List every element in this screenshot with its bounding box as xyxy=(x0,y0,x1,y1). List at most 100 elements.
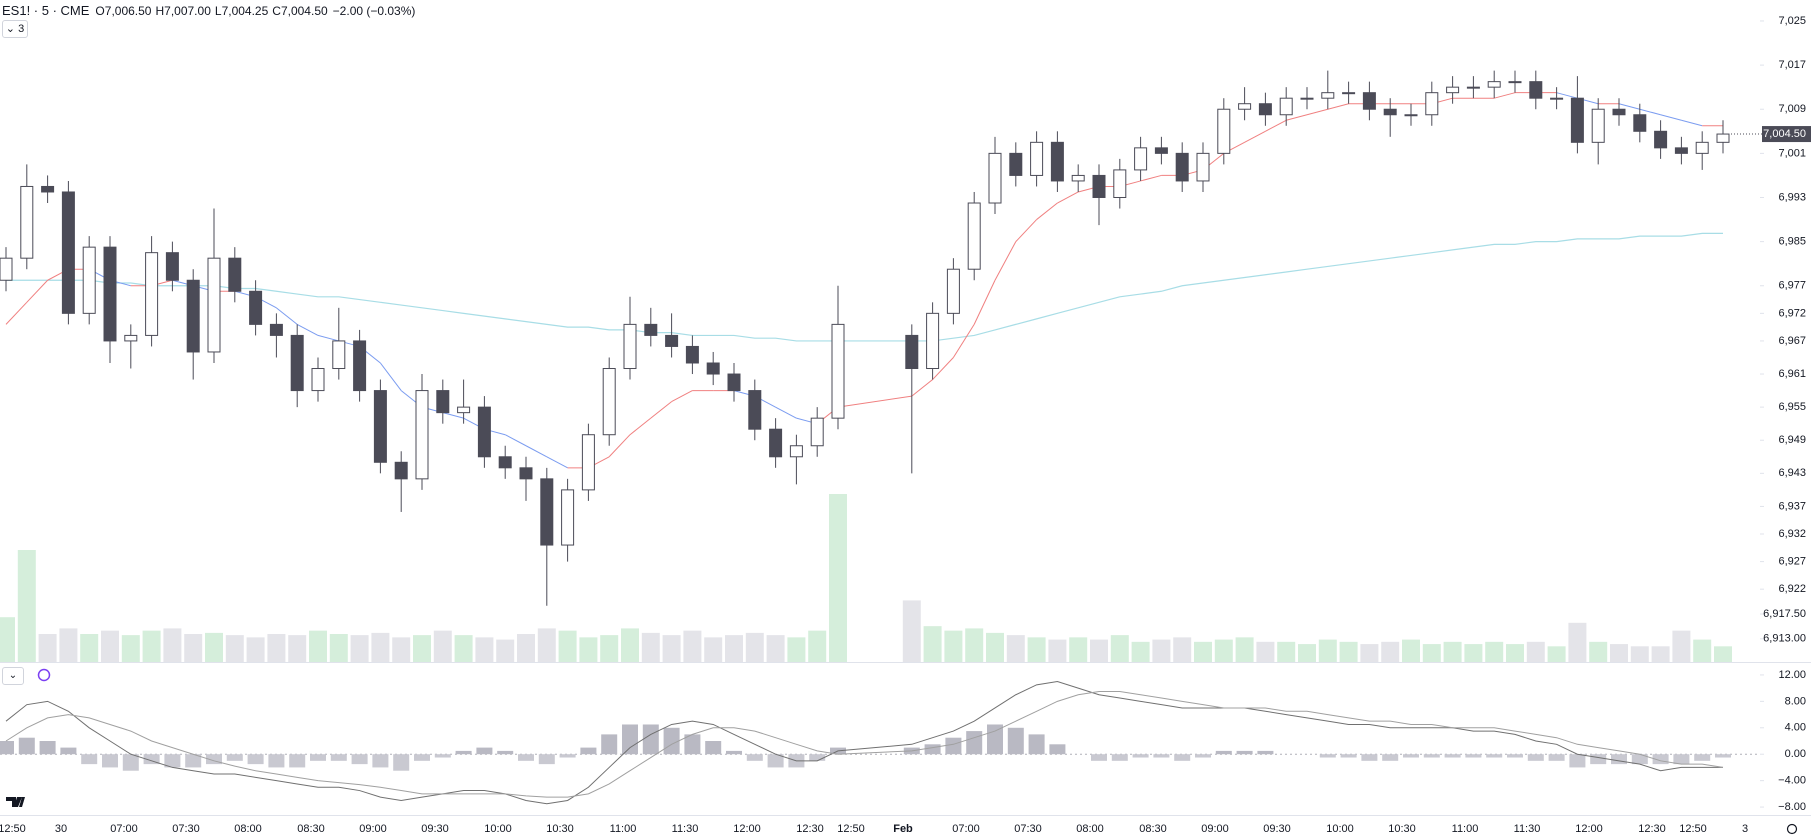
ma-fast-segment xyxy=(1639,108,1661,116)
volume-bar xyxy=(1526,641,1545,662)
symbol-title[interactable]: ES1! · 5 · CME xyxy=(2,3,90,18)
macd-histogram-bar xyxy=(1507,754,1523,758)
macd-histogram-bar xyxy=(1091,754,1107,761)
volume-bar xyxy=(121,635,140,662)
time-label: 12:00 xyxy=(1575,823,1603,835)
macd-histogram-bar xyxy=(1423,754,1440,758)
macd-histogram-bar xyxy=(226,754,243,761)
volume-bar xyxy=(413,635,431,662)
macd-histogram-bar xyxy=(434,754,451,758)
volume-bar xyxy=(1402,639,1420,662)
macd-histogram-bar xyxy=(414,754,430,761)
macd-histogram-bar xyxy=(0,741,14,755)
macd-histogram-bar xyxy=(1319,754,1336,758)
ma-fast-segment xyxy=(1618,103,1640,110)
candle-body xyxy=(623,323,637,370)
candle-body xyxy=(1154,147,1168,154)
volume-bar xyxy=(246,637,265,662)
candle-body xyxy=(988,152,1002,204)
volume-bar xyxy=(1152,639,1171,662)
ma-fast-segment xyxy=(1681,119,1703,127)
candle-body xyxy=(946,268,960,314)
ma-fast-segment xyxy=(1036,202,1058,220)
volume-bar xyxy=(1298,644,1316,662)
candle-body xyxy=(186,279,200,353)
candle-body xyxy=(1050,141,1064,182)
price-tick-label: 6,977 xyxy=(1778,280,1806,292)
macd-histogram-bar xyxy=(1694,754,1711,761)
candle-body xyxy=(290,334,304,392)
indicator-count[interactable]: 3 xyxy=(18,23,25,35)
candle-body xyxy=(665,334,679,347)
macd-histogram-bar xyxy=(1652,754,1669,765)
volume-bar xyxy=(1173,637,1192,662)
macd-histogram-bar xyxy=(81,754,98,765)
candle-body xyxy=(748,390,762,430)
ma-fast-segment xyxy=(5,301,28,325)
candle-body xyxy=(207,257,221,353)
volume-bar xyxy=(1277,641,1296,662)
settings-icon[interactable] xyxy=(1786,823,1798,835)
price-tick-label: 6,913.00 xyxy=(1763,633,1806,645)
candle-body xyxy=(249,290,263,325)
volume-bar xyxy=(1422,644,1441,662)
price-tick-label: 6,972 xyxy=(1778,307,1806,319)
price-tick-label: 6,949 xyxy=(1778,434,1806,446)
candle-body xyxy=(685,345,699,364)
close-key: C xyxy=(272,4,281,18)
volume-bar xyxy=(1235,637,1254,662)
high-value: 7,007.00 xyxy=(164,4,211,18)
volume-bar xyxy=(986,632,1004,662)
macd-histogram-bar xyxy=(1486,754,1503,758)
last-price-label: 7,004.50 xyxy=(1763,128,1806,140)
macd-histogram-bar xyxy=(1465,754,1482,758)
volume-bar xyxy=(965,628,984,662)
ma-fast-segment xyxy=(932,357,954,380)
candle-body xyxy=(581,434,595,491)
price-tick-label: 6,922 xyxy=(1778,583,1806,595)
macd-histogram-bar xyxy=(622,724,638,755)
candle-body xyxy=(1300,97,1314,100)
indicator-icon-shape[interactable] xyxy=(37,668,51,682)
volume-bar xyxy=(309,630,327,662)
candle-body xyxy=(228,257,242,292)
volume-bar xyxy=(267,634,286,662)
macd-histogram-bar xyxy=(1569,754,1586,768)
legend-header: ES1! · 5 · CME O7,006.50 H7,007.00 L7,004.2… xyxy=(2,3,415,18)
volume-bar xyxy=(1048,639,1067,662)
macd-histogram-bar xyxy=(289,754,306,768)
volume-bar xyxy=(1131,641,1150,662)
macd-histogram-bar xyxy=(310,754,326,761)
macd-histogram-bar xyxy=(746,754,763,761)
price-tick-label: 6,967 xyxy=(1778,335,1806,347)
pane-collapse-button[interactable]: ⌄ xyxy=(2,667,24,685)
candle-body xyxy=(61,191,75,314)
volume-bar xyxy=(745,632,764,662)
macd-histogram-bar xyxy=(372,754,389,768)
volume-bar xyxy=(163,628,182,662)
macd-histogram-bar xyxy=(206,754,222,765)
candle-body xyxy=(1425,92,1439,116)
ma-fast-segment xyxy=(296,323,319,336)
collapse-button[interactable]: ⌄ 3 xyxy=(2,20,28,38)
volume-bar xyxy=(1547,646,1566,662)
volume-bar xyxy=(579,637,598,662)
macd-histogram-bar xyxy=(1007,727,1024,755)
time-label: 09:30 xyxy=(1263,823,1291,835)
macd-histogram-bar xyxy=(18,737,35,755)
volume-bar xyxy=(1464,644,1483,662)
candle-body xyxy=(1570,97,1584,143)
candle-body xyxy=(1342,92,1356,95)
volume-bar xyxy=(80,634,99,662)
macd-histogram-bar xyxy=(809,754,826,761)
price-tick-label: 6,943 xyxy=(1778,467,1806,479)
logo-shape xyxy=(6,797,25,807)
volume-bar xyxy=(1318,639,1337,662)
ma-fast-segment xyxy=(837,395,912,408)
settings-gear[interactable] xyxy=(1786,823,1798,835)
volume-bar xyxy=(704,637,723,662)
price-tick-label: 7,001 xyxy=(1778,147,1806,159)
ma-fast-segment xyxy=(650,401,672,419)
indicator-icon[interactable] xyxy=(37,668,51,682)
macd-histogram-bar xyxy=(1153,754,1170,758)
